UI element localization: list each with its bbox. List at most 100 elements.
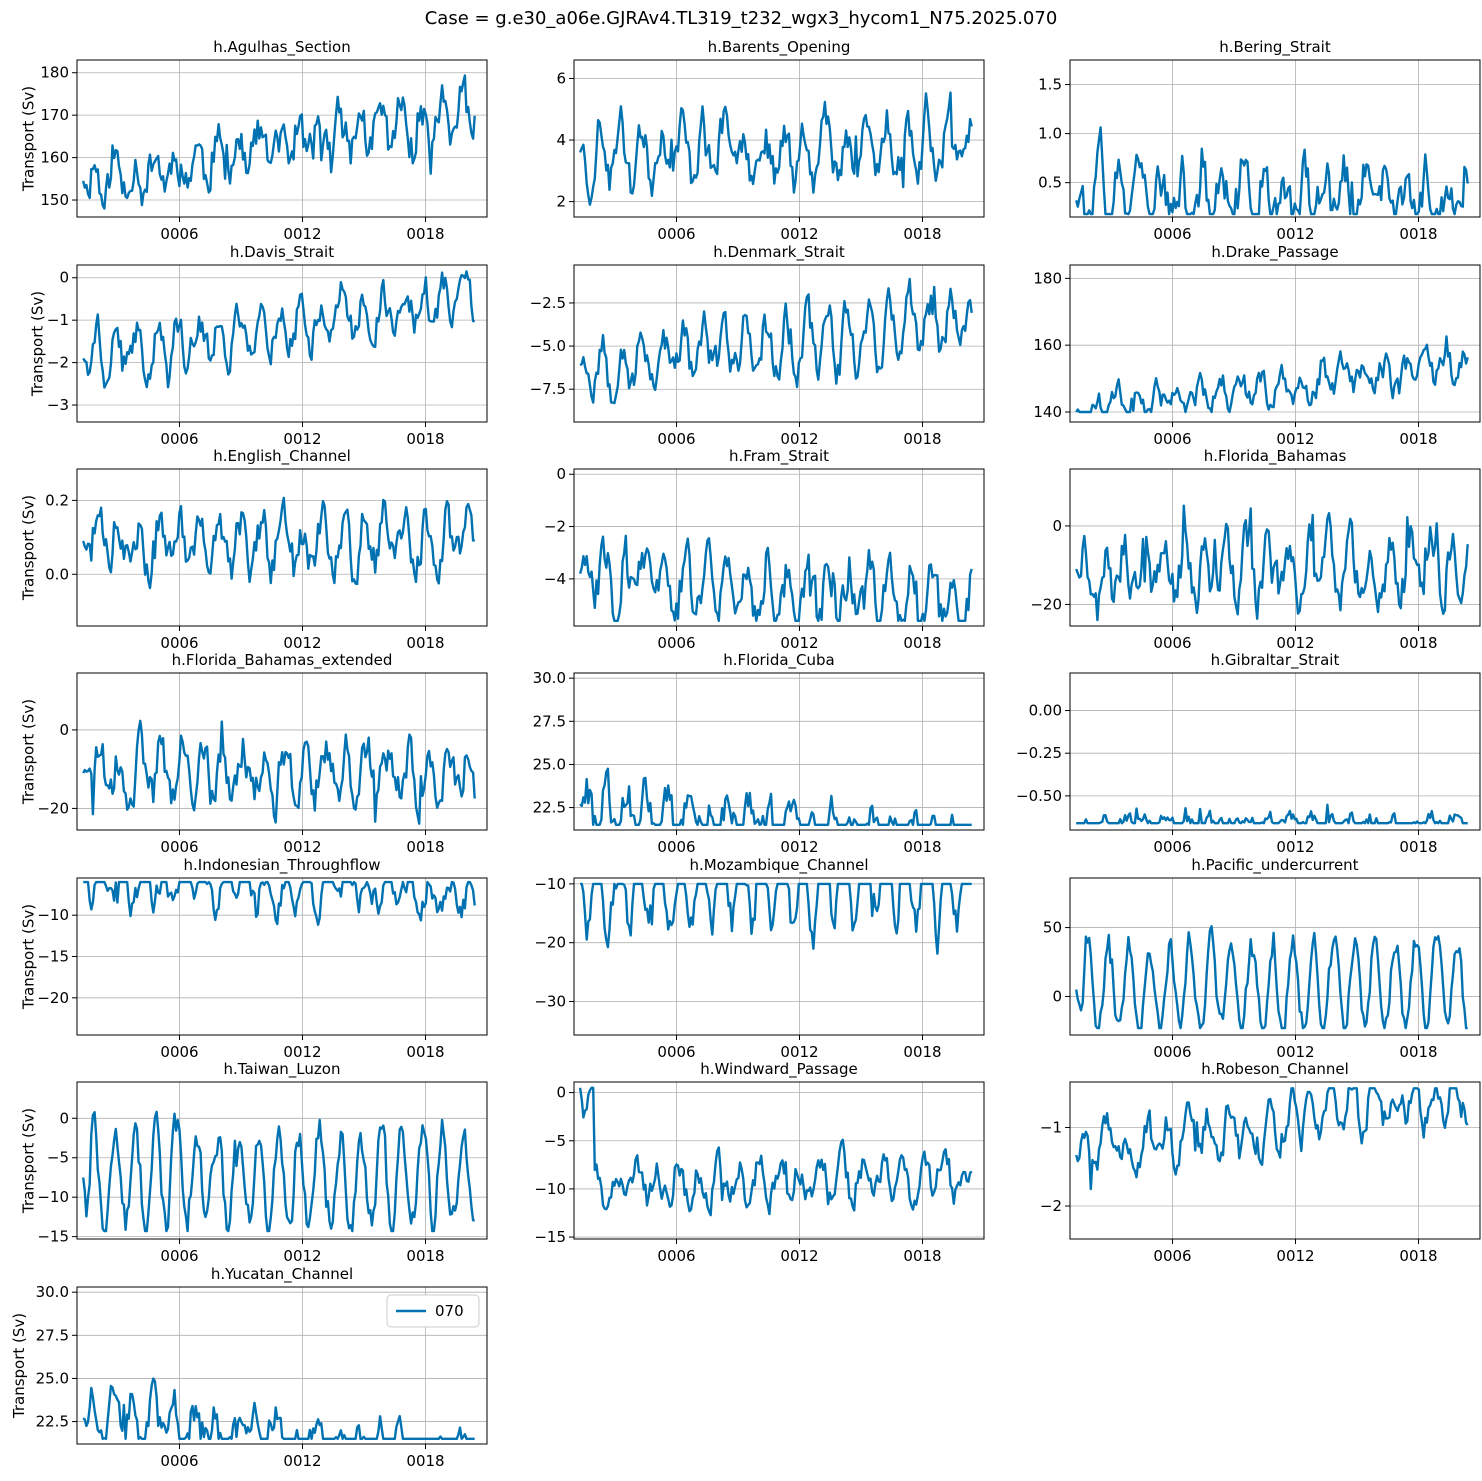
x-tick-label: 0006 — [657, 634, 695, 652]
y-tick-label: −2 — [47, 354, 69, 372]
x-tick-label: 0006 — [160, 838, 198, 856]
axes-frame — [1069, 877, 1481, 1036]
series-line — [1075, 1087, 1469, 1191]
x-tick-label: 0006 — [160, 634, 198, 652]
legend: 070 — [386, 1294, 480, 1328]
axes-frame — [1069, 1081, 1481, 1240]
x-tick-label: 0018 — [903, 1043, 941, 1061]
y-tick-label: −10 — [37, 1188, 69, 1206]
axes-frame — [76, 1081, 488, 1240]
y-tick-label: 0 — [59, 269, 69, 287]
y-tick-label: 150 — [40, 191, 69, 209]
x-tick-label: 0012 — [780, 1247, 818, 1265]
x-tick-label: 0006 — [657, 430, 695, 448]
x-tick-label: 0012 — [780, 1043, 818, 1061]
series-line — [1075, 335, 1469, 414]
axes-frame — [1069, 672, 1481, 831]
y-tick-label: 1.0 — [1038, 125, 1062, 143]
y-tick-label: −30 — [534, 992, 566, 1010]
y-tick-label: 25.0 — [36, 1369, 69, 1387]
x-tick-label: 0018 — [1399, 1043, 1437, 1061]
axes-frame — [573, 468, 985, 627]
axes-frame — [76, 264, 488, 423]
panel-title: h.Florida_Bahamas — [1204, 447, 1347, 466]
x-tick-label: 0012 — [283, 1452, 321, 1470]
series-line — [82, 74, 476, 210]
figure-suptitle: Case = g.e30_a06e.GJRAv4.TL319_t232_wgx3… — [425, 8, 1058, 29]
y-tick-label: 180 — [40, 64, 69, 82]
series-line — [578, 534, 973, 622]
panel: 0006 0012 0018 0 50 h.Pacific_undercurrent — [1043, 856, 1481, 1061]
y-tick-label: 27.5 — [533, 712, 566, 730]
y-tick-label: −20 — [1030, 595, 1062, 613]
x-tick-label: 0006 — [1153, 1043, 1191, 1061]
panel-title: h.Windward_Passage — [700, 1060, 858, 1079]
legend-label: 070 — [435, 1302, 464, 1320]
axes-frame — [76, 468, 488, 627]
panel: 0006 0012 0018 −4 −2 0 h.Fram_Strait — [544, 447, 985, 652]
y-tick-label: 4 — [556, 131, 566, 149]
panel-title: h.Yucatan_Channel — [211, 1265, 353, 1284]
y-tick-label: −5.0 — [530, 337, 566, 355]
series-line — [578, 91, 973, 206]
x-tick-label: 0012 — [1276, 838, 1314, 856]
x-tick-label: 0012 — [1276, 1247, 1314, 1265]
y-axis-label: Transport (Sv) — [19, 495, 37, 601]
series-line — [579, 277, 973, 405]
panel: 0006 0012 0018 150 160 170 180 h.Agulhas_Sectio… — [19, 38, 488, 243]
y-tick-label: 25.0 — [533, 755, 566, 773]
series-line — [83, 880, 476, 926]
series-line — [82, 270, 476, 389]
panel: 0006 0012 0018 −7.5 −5.0 −2.5 h.Denmark_Strait — [530, 243, 985, 448]
panel-title: h.Fram_Strait — [729, 447, 829, 466]
y-tick-label: −10 — [37, 906, 69, 924]
y-tick-label: −5 — [544, 1132, 566, 1150]
x-tick-label: 0018 — [903, 838, 941, 856]
axes-frame — [76, 59, 488, 218]
y-tick-label: 160 — [1033, 336, 1062, 354]
x-tick-label: 0018 — [903, 1247, 941, 1265]
x-tick-label: 0012 — [1276, 430, 1314, 448]
y-tick-label: −0.25 — [1016, 744, 1062, 762]
panel: 0006 0012 0018 −20 0 h.Florida_Bahamas — [1030, 447, 1481, 652]
x-tick-label: 0018 — [406, 430, 444, 448]
y-tick-label: −1 — [1040, 1119, 1062, 1137]
series-line — [1075, 504, 1469, 622]
panel-title: h.Davis_Strait — [230, 243, 334, 262]
x-tick-label: 0018 — [903, 430, 941, 448]
series-line — [82, 1377, 475, 1441]
axes-frame — [573, 877, 985, 1036]
y-tick-label: −20 — [534, 934, 566, 952]
x-tick-label: 0006 — [657, 225, 695, 243]
panel-title: h.Taiwan_Luzon — [224, 1060, 341, 1079]
x-tick-label: 0012 — [780, 430, 818, 448]
y-tick-label: 0.0 — [45, 565, 69, 583]
x-tick-label: 0018 — [903, 634, 941, 652]
y-tick-label: −10 — [534, 875, 566, 893]
panel-title: h.Pacific_undercurrent — [1191, 856, 1358, 875]
panel-title: h.Robeson_Channel — [1201, 1060, 1349, 1079]
y-tick-label: 0 — [556, 1084, 566, 1102]
panel-title: h.Florida_Cuba — [723, 651, 835, 670]
x-tick-label: 0018 — [1399, 225, 1437, 243]
y-tick-label: 170 — [40, 106, 69, 124]
x-tick-label: 0006 — [1153, 838, 1191, 856]
y-tick-label: 30.0 — [36, 1283, 69, 1301]
x-tick-label: 0018 — [903, 225, 941, 243]
y-tick-label: 0 — [556, 465, 566, 483]
x-tick-label: 0006 — [160, 1247, 198, 1265]
x-tick-label: 0006 — [160, 225, 198, 243]
x-tick-label: 0006 — [160, 1452, 198, 1470]
panel: 0006 0012 0018 140 160 180 h.Drake_Passage — [1033, 243, 1481, 448]
panel-title: h.Drake_Passage — [1211, 243, 1338, 262]
x-tick-label: 0018 — [1399, 1247, 1437, 1265]
y-tick-label: 6 — [556, 69, 566, 87]
series-line — [82, 496, 476, 590]
x-tick-label: 0006 — [657, 838, 695, 856]
y-tick-label: 1.5 — [1038, 76, 1062, 94]
y-tick-label: −0.50 — [1016, 787, 1062, 805]
x-tick-label: 0018 — [1399, 634, 1437, 652]
y-tick-label: 22.5 — [36, 1413, 69, 1431]
